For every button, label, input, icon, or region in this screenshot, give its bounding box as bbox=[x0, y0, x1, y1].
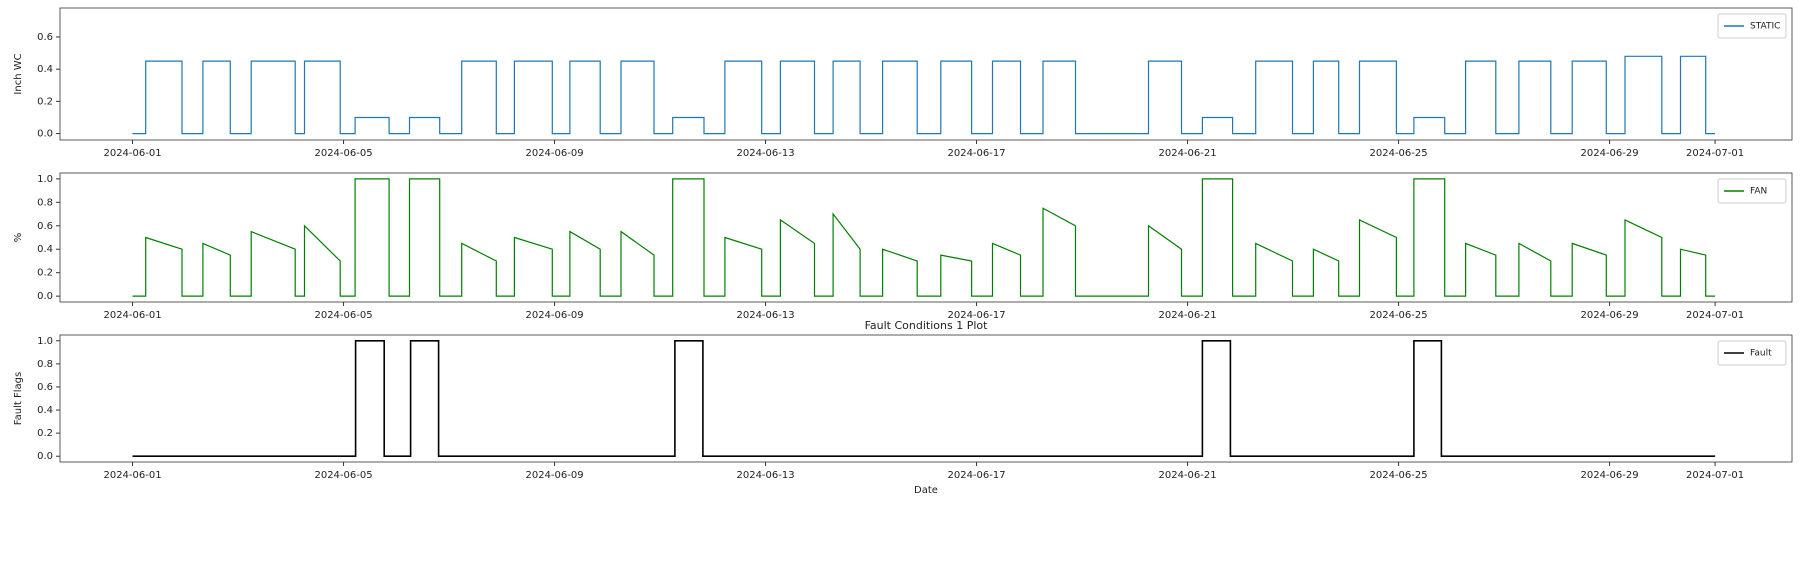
x-axis-label: Date bbox=[914, 485, 938, 496]
y-tick-label: 0.8 bbox=[37, 197, 53, 208]
x-tick-label: 2024-06-13 bbox=[736, 148, 794, 159]
x-tick-label: 2024-06-25 bbox=[1370, 310, 1428, 321]
y-tick-label: 1.0 bbox=[37, 174, 53, 185]
y-tick-label: 0.8 bbox=[37, 359, 53, 370]
y-tick-label: 0.0 bbox=[37, 451, 53, 462]
x-tick-label: 2024-06-05 bbox=[314, 470, 372, 481]
x-tick-label: 2024-06-01 bbox=[103, 470, 161, 481]
x-tick-label: 2024-06-29 bbox=[1581, 470, 1639, 481]
y-axis-label: Inch WC bbox=[13, 53, 24, 94]
x-tick-label: 2024-06-09 bbox=[525, 310, 583, 321]
legend-box bbox=[1717, 13, 1787, 39]
x-tick-label: 2024-06-13 bbox=[736, 470, 794, 481]
y-tick-label: 1.0 bbox=[37, 336, 53, 347]
x-tick-label: 2024-06-17 bbox=[947, 148, 1005, 159]
series-line bbox=[132, 55, 1716, 135]
y-tick-label: 0.4 bbox=[37, 244, 53, 255]
x-tick-label: 2024-06-25 bbox=[1370, 470, 1428, 481]
plot-area bbox=[59, 7, 1793, 141]
x-tick-label: 2024-06-29 bbox=[1581, 310, 1639, 321]
x-tick-label: 2024-06-21 bbox=[1158, 148, 1216, 159]
x-tick-label: 2024-06-17 bbox=[947, 310, 1005, 321]
plot-area bbox=[59, 334, 1793, 463]
x-tick-label: 2024-06-05 bbox=[314, 148, 372, 159]
series-line bbox=[132, 340, 1716, 457]
plot-area bbox=[59, 172, 1793, 303]
x-tick-label: 2024-07-01 bbox=[1686, 310, 1744, 321]
x-tick-label: 2024-07-01 bbox=[1686, 470, 1744, 481]
x-tick-label: 2024-06-21 bbox=[1158, 310, 1216, 321]
x-tick-label: 2024-06-01 bbox=[103, 310, 161, 321]
legend-label: STATIC bbox=[1750, 22, 1780, 32]
y-tick-label: 0.2 bbox=[37, 268, 53, 279]
y-tick-label: 0.6 bbox=[37, 221, 53, 232]
x-tick-label: 2024-06-25 bbox=[1370, 148, 1428, 159]
y-tick-label: 0.4 bbox=[37, 405, 53, 416]
y-tick-label: 0.0 bbox=[37, 129, 53, 140]
x-tick-label: 2024-06-17 bbox=[947, 470, 1005, 481]
y-tick-label: 0.2 bbox=[37, 96, 53, 107]
series-line bbox=[132, 178, 1716, 297]
x-tick-label: 2024-06-05 bbox=[314, 310, 372, 321]
x-tick-label: 2024-07-01 bbox=[1686, 148, 1744, 159]
y-tick-label: 0.0 bbox=[37, 291, 53, 302]
y-tick-label: 0.6 bbox=[37, 32, 53, 43]
legend-label: Fault bbox=[1750, 349, 1772, 359]
y-tick-label: 0.4 bbox=[37, 64, 53, 75]
x-tick-label: 2024-06-21 bbox=[1158, 470, 1216, 481]
y-axis-label: Fault Flags bbox=[13, 372, 24, 425]
y-tick-label: 0.6 bbox=[37, 382, 53, 393]
x-tick-label: 2024-06-01 bbox=[103, 148, 161, 159]
legend-box bbox=[1717, 340, 1787, 366]
chart-title: Fault Conditions 1 Plot bbox=[865, 319, 989, 332]
y-axis-label: % bbox=[13, 233, 24, 243]
x-tick-label: 2024-06-09 bbox=[525, 148, 583, 159]
legend-label: FAN bbox=[1750, 187, 1767, 197]
x-tick-label: 2024-06-13 bbox=[736, 310, 794, 321]
x-tick-label: 2024-06-09 bbox=[525, 470, 583, 481]
y-tick-label: 0.2 bbox=[37, 428, 53, 439]
x-tick-label: 2024-06-29 bbox=[1581, 148, 1639, 159]
legend-box bbox=[1717, 178, 1787, 204]
